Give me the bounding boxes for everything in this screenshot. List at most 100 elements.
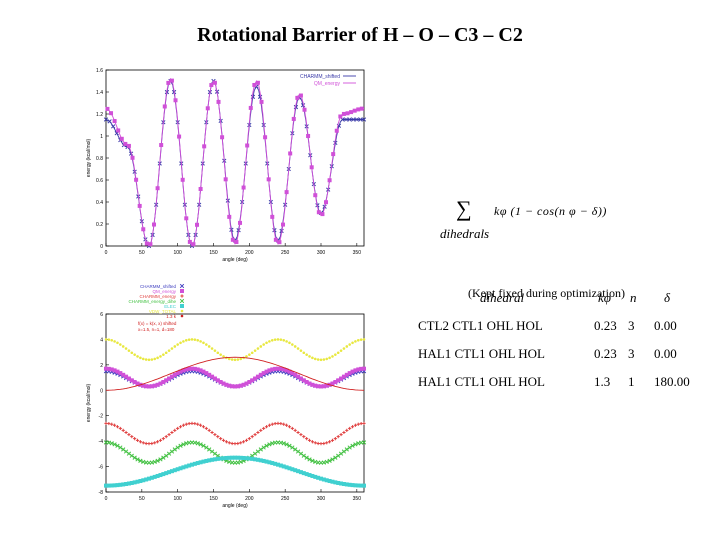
data-point — [112, 483, 117, 488]
header-n: n — [630, 290, 637, 305]
data-point — [322, 441, 326, 446]
data-point — [207, 458, 212, 463]
data-point — [141, 478, 146, 483]
data-point — [319, 442, 323, 446]
data-point — [290, 467, 295, 472]
data-point — [224, 440, 228, 444]
data-point — [273, 338, 277, 341]
data-point — [199, 423, 203, 427]
parameter-header-row: dihedral kφ n δ — [418, 290, 718, 308]
data-point — [234, 240, 239, 245]
data-point — [327, 178, 332, 183]
data-point — [282, 422, 286, 426]
data-point — [311, 356, 314, 360]
x-axis-label: angle (deg) — [222, 503, 248, 509]
data-point — [158, 381, 163, 386]
x-tick-label: 0 — [105, 496, 108, 502]
data-point — [327, 458, 332, 463]
data-point — [341, 449, 347, 454]
data-point — [259, 99, 264, 104]
data-point — [359, 421, 363, 426]
data-point — [144, 241, 149, 246]
x-tick-label: 250 — [281, 496, 290, 502]
data-point — [141, 227, 146, 232]
y-tick-label: 0.4 — [96, 200, 103, 206]
data-point — [313, 193, 318, 198]
data-point — [210, 430, 214, 435]
data-point — [111, 124, 116, 129]
x-tick-label: 100 — [173, 250, 182, 256]
data-point — [305, 353, 308, 356]
data-point — [201, 459, 206, 464]
data-point — [141, 357, 145, 361]
data-point — [132, 455, 137, 460]
data-point — [236, 441, 240, 446]
data-point — [113, 340, 116, 343]
data-point — [159, 143, 164, 148]
data-point — [152, 383, 157, 388]
data-point — [244, 438, 249, 442]
data-point — [241, 382, 246, 387]
data-point — [156, 356, 159, 360]
data-point — [279, 421, 283, 426]
data-point — [169, 78, 174, 83]
data-point — [112, 119, 117, 124]
data-point — [304, 472, 309, 477]
data-point — [313, 383, 318, 388]
data-point — [353, 368, 358, 373]
data-point — [119, 136, 124, 141]
data-point — [267, 368, 272, 373]
y-tick-label: 0.8 — [96, 156, 103, 162]
data-point — [255, 457, 260, 462]
data-point — [144, 384, 149, 389]
data-point — [164, 471, 169, 476]
data-point — [195, 367, 200, 372]
data-point — [178, 466, 183, 471]
data-point — [207, 372, 212, 377]
data-point — [205, 343, 208, 346]
data-point — [316, 384, 321, 389]
y-axis-label: energy (kcal/mol) — [86, 384, 92, 423]
y-tick-label: -2 — [99, 414, 104, 420]
data-point — [344, 372, 349, 377]
y-tick-label: 4 — [100, 337, 103, 343]
data-point — [341, 374, 346, 379]
data-point — [290, 426, 294, 431]
data-point — [110, 422, 114, 426]
legend-marker — [180, 309, 184, 313]
data-point — [187, 239, 192, 244]
data-point — [338, 451, 344, 456]
data-point — [137, 203, 142, 208]
data-point — [209, 449, 215, 454]
data-point — [298, 93, 303, 98]
data-point — [209, 83, 214, 88]
data-point — [104, 483, 108, 488]
data-point — [182, 340, 185, 343]
data-point — [178, 369, 183, 374]
data-point — [296, 430, 300, 435]
data-point — [356, 107, 361, 112]
data-point — [266, 177, 271, 182]
data-point — [224, 455, 229, 460]
x-tick-label: 350 — [353, 496, 362, 502]
data-point — [134, 177, 139, 182]
data-point — [112, 368, 117, 373]
data-point — [336, 453, 341, 458]
y-tick-label: -8 — [99, 490, 104, 496]
data-point — [339, 376, 344, 381]
data-point — [201, 425, 206, 429]
data-point — [325, 357, 329, 361]
y-tick-label: 1.2 — [96, 112, 103, 118]
data-point — [207, 447, 212, 452]
y-tick-label: 1 — [100, 134, 103, 140]
data-point — [124, 374, 129, 379]
data-point — [161, 472, 166, 477]
data-point — [359, 483, 364, 488]
data-point — [253, 349, 257, 352]
data-point — [253, 432, 257, 437]
data-point — [230, 237, 235, 242]
data-point — [261, 458, 266, 463]
parameter-row: CTL2 CTL1 OHL HOL 0.23 3 0.00 — [418, 318, 718, 336]
data-point — [350, 425, 355, 429]
data-point — [109, 441, 114, 446]
